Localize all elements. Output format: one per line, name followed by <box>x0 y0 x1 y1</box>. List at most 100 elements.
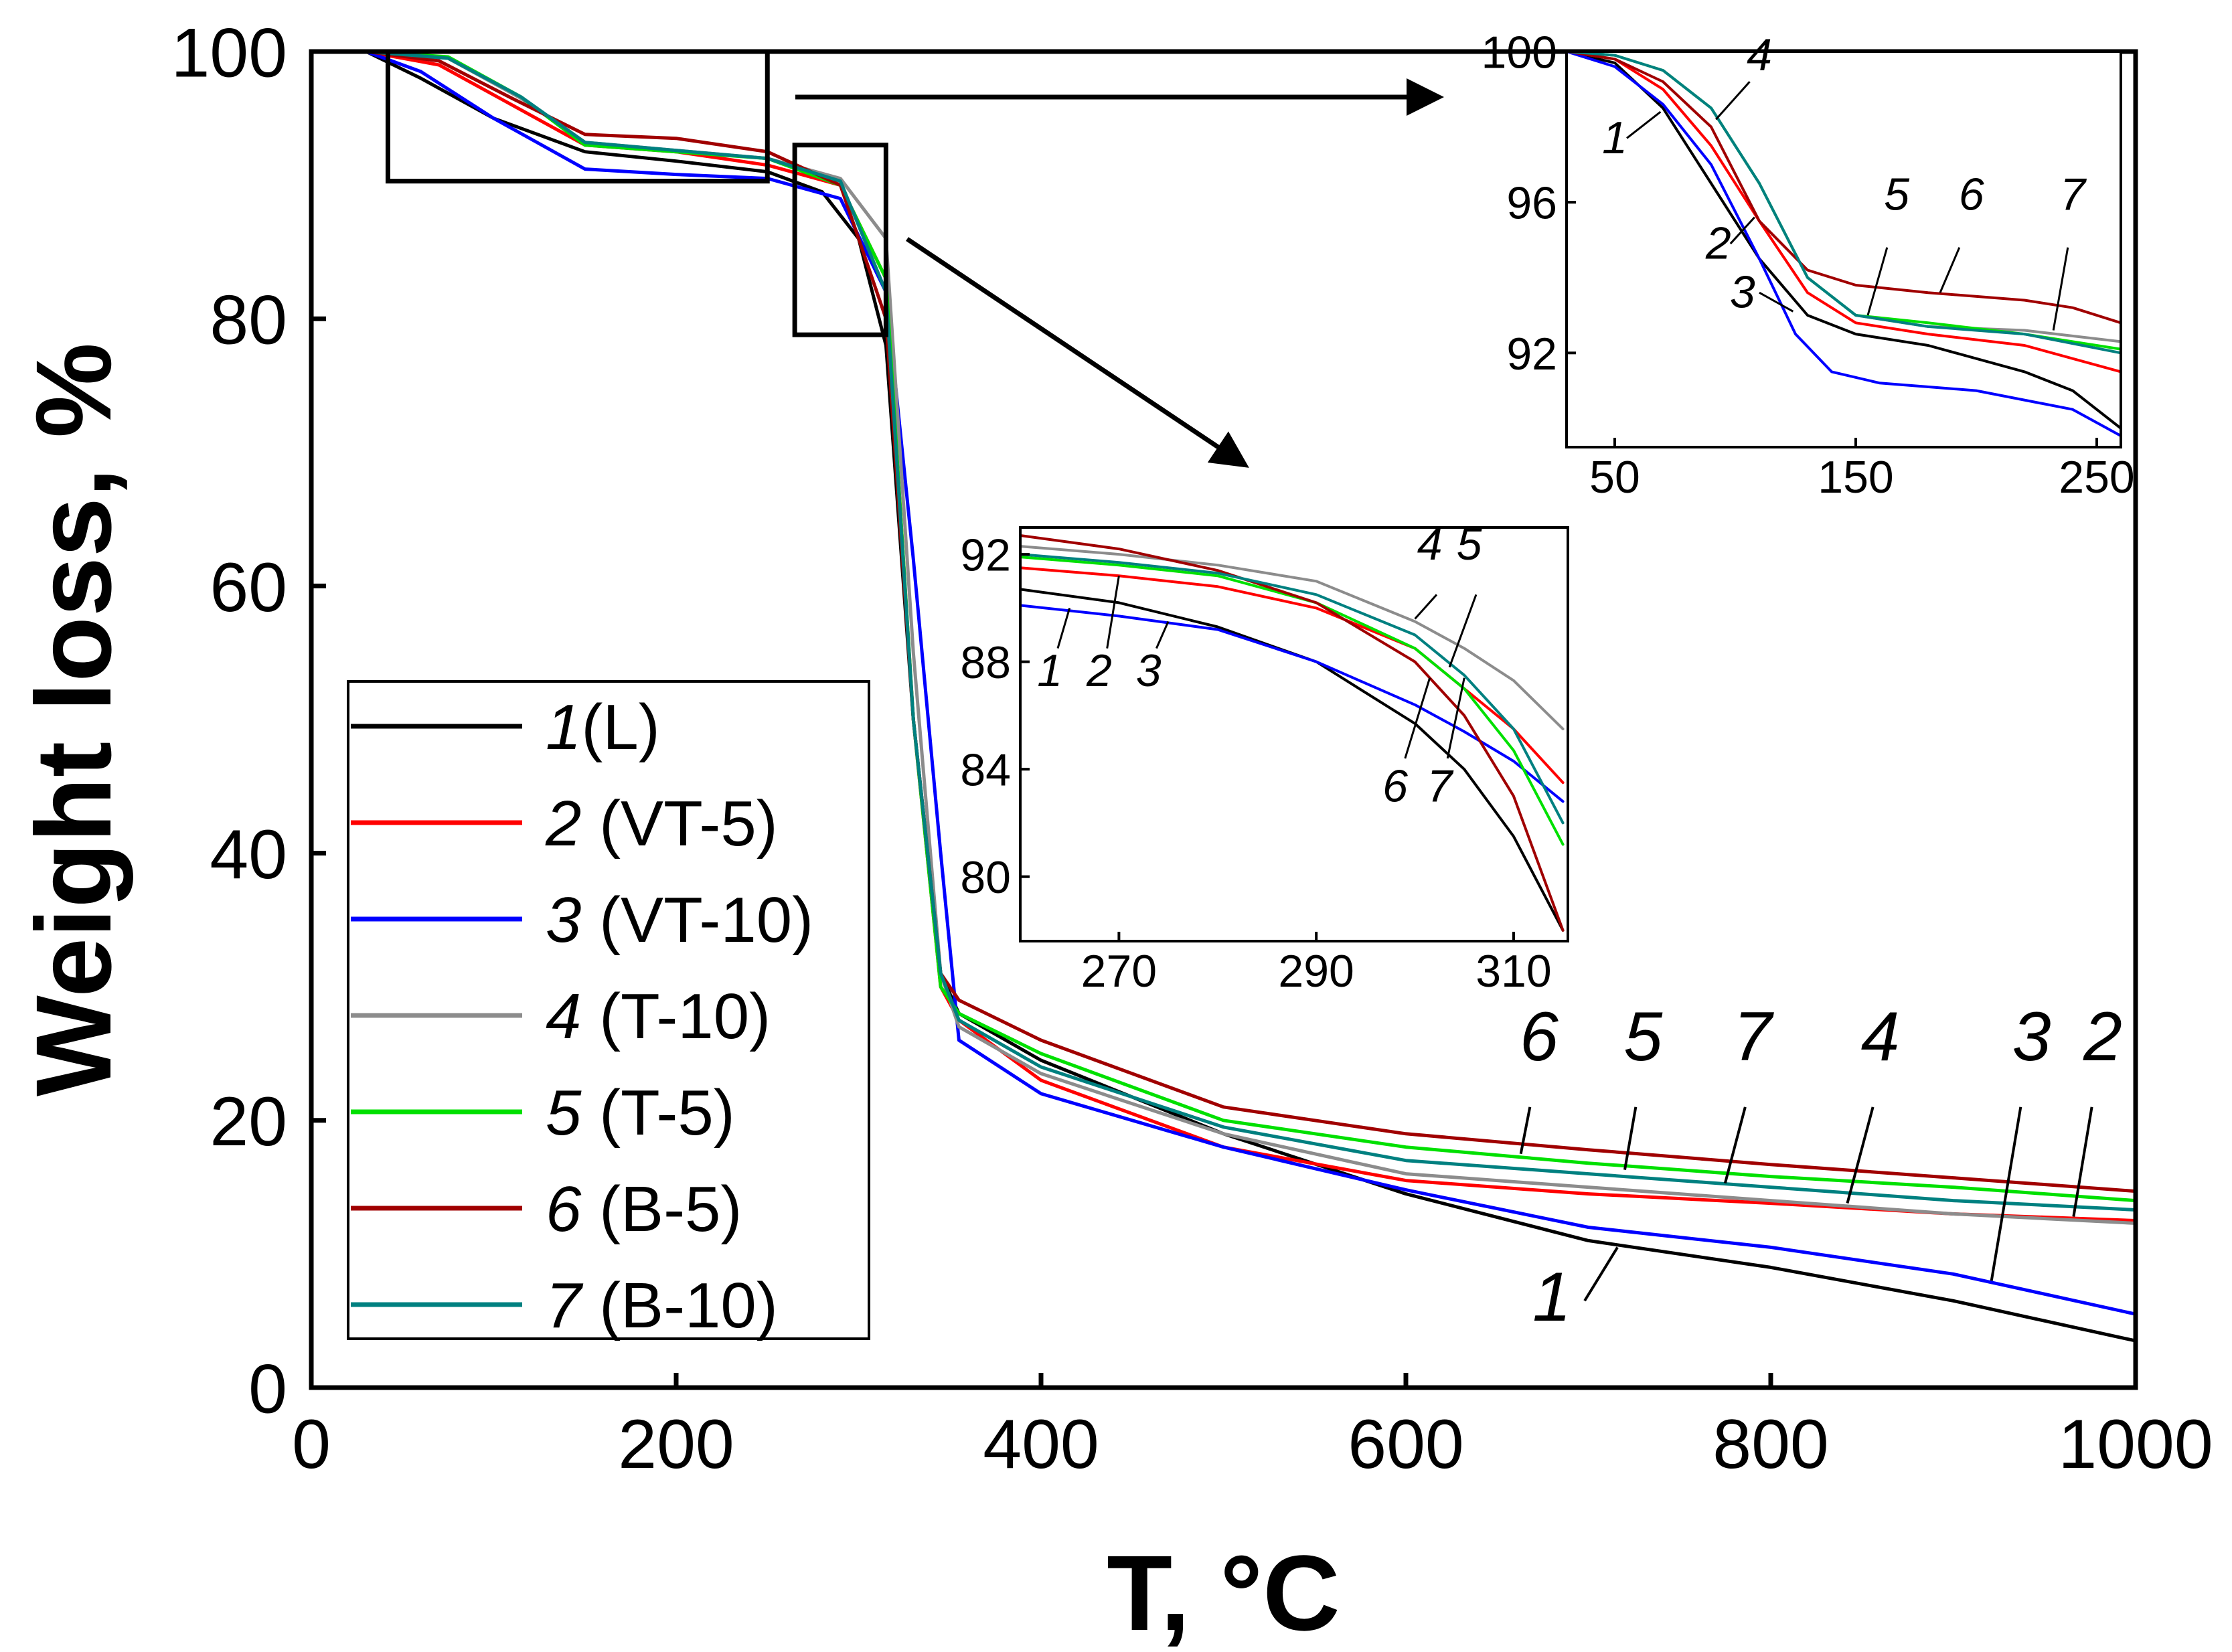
inset_top-x-tick-label: 150 <box>1818 452 1893 503</box>
zoom-box-2 <box>792 143 888 337</box>
inset_mid-curve-number-label: 2 <box>1086 645 1112 696</box>
inset_top-curve-number-label: 1 <box>1602 112 1627 163</box>
inset_mid-y-tick-label: 84 <box>960 745 1011 796</box>
inset_mid-curve-leader <box>1056 607 1071 649</box>
legend-box <box>347 680 870 1340</box>
legend-number: 1 <box>546 691 581 763</box>
main-curve-leader <box>1519 1106 1532 1155</box>
main-series-group <box>364 52 2136 1343</box>
main-x-tick-label: 0 <box>292 1406 331 1483</box>
inset_top-curve-leader <box>1626 110 1662 139</box>
inset_mid-x-tick-label: 270 <box>1081 946 1157 997</box>
inset_top-curve-leader <box>2052 247 2069 331</box>
legend-label-2: 2 (VT-5) <box>545 788 778 859</box>
inset_mid-curve-leader <box>1404 677 1431 759</box>
legend-label-3: 3 (VT-10) <box>546 884 813 956</box>
inset_mid-curve-number-label: 1 <box>1037 645 1062 696</box>
inset-onset-region: 270 290 310 80 84 88 92 1 2 3 4 5 6 7 <box>960 519 1569 997</box>
inset_top-curve-leader <box>1759 291 1794 313</box>
inset_top-curve-number-label: 5 <box>1884 169 1909 220</box>
inset_mid-curve-leader <box>1155 621 1170 649</box>
main-curve-number-label: 1 <box>1532 1258 1571 1336</box>
y-axis-title: Weight loss, % <box>13 343 133 1096</box>
main-curve-leader <box>1583 1246 1619 1302</box>
inset_top-background <box>1567 52 2121 447</box>
inset_mid-series-2-line <box>1020 566 1565 784</box>
inset_top-series-6-line <box>1567 52 2121 325</box>
main-curve-leader <box>1990 1106 2022 1281</box>
inset_top-x-tick-label: 50 <box>1589 452 1640 503</box>
zoom-box-1 <box>385 49 770 184</box>
inset_top-y-tick-label: 92 <box>1506 329 1557 380</box>
inset_mid-plot-frame <box>1019 526 1569 942</box>
inset_mid-curve-leader <box>1446 677 1465 759</box>
inset_top-curve-number-label: 2 <box>1705 218 1731 269</box>
legend-sample-name: (VT-10) <box>581 884 813 956</box>
x-axis-title: T, °C <box>1107 1533 1340 1652</box>
arrow-to-middle-inset <box>906 237 1249 468</box>
inset_top-x-tick-label: 250 <box>2059 452 2134 503</box>
legend-number: 5 <box>546 1077 582 1149</box>
main-curve-number-label: 5 <box>1623 998 1663 1076</box>
main-curve-leader <box>2072 1106 2093 1217</box>
main-x-tick-label: 600 <box>1348 1406 1464 1483</box>
inset_mid-curve-number-label: 6 <box>1382 760 1408 811</box>
inset_mid-x-tick-label: 310 <box>1476 946 1551 997</box>
main-y-tick-label: 40 <box>210 816 287 894</box>
inset_mid-curve-number-label: 7 <box>1427 760 1453 811</box>
inset_top-series-7-line <box>1567 52 2121 355</box>
main-curve-leader <box>1723 1106 1747 1184</box>
inset_top-curve-leader <box>1715 81 1751 120</box>
main-y-tick-label: 60 <box>210 549 287 627</box>
legend-label-6: 6 (B-5) <box>546 1173 742 1245</box>
main-y-tick-label: 100 <box>171 14 287 92</box>
inset-low-temperature: 50 150 250 92 96 100 1 23 4 5 6 7 <box>1482 27 2135 503</box>
inset_mid-x-tick-label: 290 <box>1278 946 1354 997</box>
inset_mid-series-6-line <box>1020 534 1565 932</box>
legend-label-4: 4 (T-10) <box>546 981 771 1052</box>
legend-number: 7 <box>546 1270 584 1341</box>
inset_top-curve-number-label: 4 <box>1747 29 1772 80</box>
main-x-tick-label: 1000 <box>2058 1406 2213 1483</box>
legend-number: 3 <box>546 884 581 956</box>
legend: 1(L)2 (VT-5)3 (VT-10)4 (T-10)5 (T-5)6 (B… <box>347 680 870 1341</box>
inset_mid-series-3-line <box>1020 604 1565 803</box>
main-y-tick-label: 80 <box>210 282 287 359</box>
main-series-3-line <box>364 52 2136 1316</box>
inset_mid-curve-leader <box>1448 594 1478 668</box>
inset_mid-curve-number-label: 3 <box>1136 645 1162 696</box>
inset_top-curve-number-label: 6 <box>1959 169 1984 220</box>
legend-label-7: 7 (B-10) <box>546 1270 778 1341</box>
main-series-7-line <box>364 52 2136 1212</box>
legend-sample-name: (B-5) <box>581 1173 742 1245</box>
inset_top-curve-number-label: 7 <box>2060 169 2087 220</box>
legend-number: 6 <box>546 1173 582 1245</box>
inset_mid-series-1-line <box>1020 588 1565 932</box>
main-curve-number-label: 7 <box>1733 998 1775 1076</box>
inset_top-series-3-line <box>1567 52 2121 438</box>
legend-sample-name: (L) <box>581 691 659 763</box>
main-curve-number-label: 2 <box>2083 998 2122 1076</box>
legend-sample-name: (VT-5) <box>581 788 777 859</box>
inset_mid-curve-number-label: 5 <box>1457 519 1482 570</box>
legend-sample-name: (T-10) <box>581 981 771 1052</box>
inset_mid-curve-leader <box>1414 594 1438 620</box>
inset_top-curve-leader <box>1866 247 1889 316</box>
inset_mid-y-tick-label: 88 <box>960 637 1011 688</box>
main-curve-leader <box>1623 1106 1638 1170</box>
inset_top-curve-number-label: 3 <box>1730 267 1755 318</box>
inset_mid-y-tick-label: 80 <box>960 852 1011 903</box>
legend-label-1: 1(L) <box>546 691 660 763</box>
inset_mid-y-tick-label: 92 <box>960 530 1011 581</box>
main-x-tick-label: 400 <box>983 1406 1099 1483</box>
legend-sample-name: (B-10) <box>581 1270 777 1341</box>
main-curve-number-label: 4 <box>1861 998 1900 1076</box>
main-curve-number-label: 6 <box>1520 998 1559 1076</box>
main-x-tick-label: 200 <box>618 1406 734 1483</box>
inset_top-series-group <box>1567 52 2121 438</box>
inset_top-curve-leader <box>1729 216 1755 245</box>
inset_top-y-tick-label: 100 <box>1482 27 1557 78</box>
inset_top-y-tick-label: 96 <box>1506 178 1557 229</box>
